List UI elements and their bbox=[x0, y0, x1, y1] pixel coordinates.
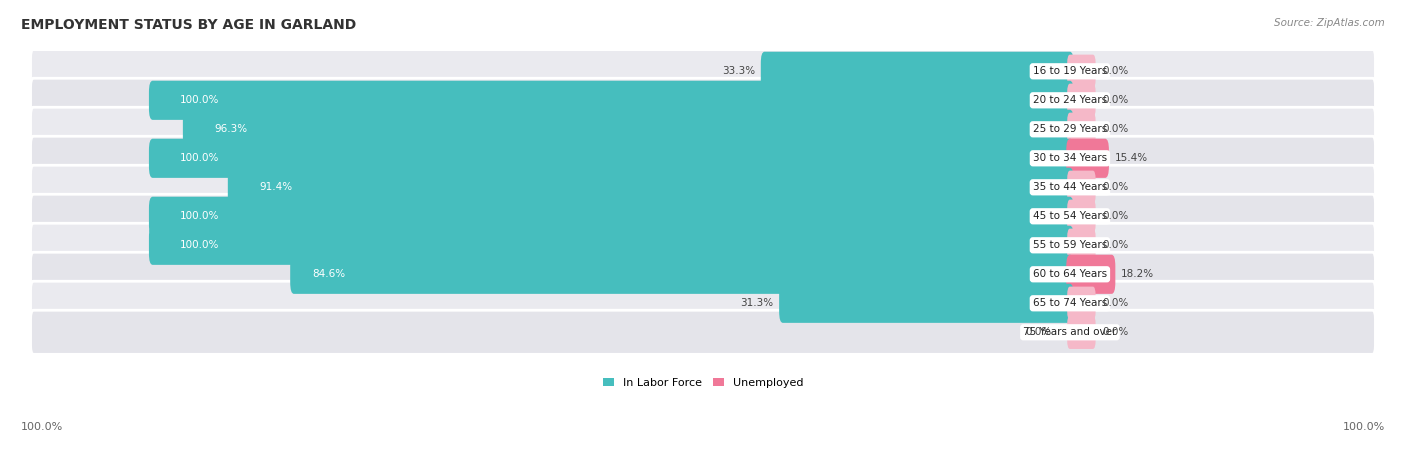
FancyBboxPatch shape bbox=[31, 281, 1375, 325]
FancyBboxPatch shape bbox=[149, 226, 1074, 265]
FancyBboxPatch shape bbox=[1067, 315, 1095, 349]
FancyBboxPatch shape bbox=[149, 81, 1074, 120]
FancyBboxPatch shape bbox=[31, 136, 1375, 180]
Text: 20 to 24 Years: 20 to 24 Years bbox=[1033, 95, 1107, 105]
Text: 100.0%: 100.0% bbox=[180, 212, 219, 221]
Text: 0.0%: 0.0% bbox=[1102, 95, 1128, 105]
FancyBboxPatch shape bbox=[1067, 200, 1095, 233]
Text: 0.0%: 0.0% bbox=[1102, 182, 1128, 192]
FancyBboxPatch shape bbox=[31, 78, 1375, 122]
Text: 55 to 59 Years: 55 to 59 Years bbox=[1033, 240, 1107, 250]
Text: 30 to 34 Years: 30 to 34 Years bbox=[1033, 153, 1107, 163]
Text: 84.6%: 84.6% bbox=[312, 269, 346, 279]
FancyBboxPatch shape bbox=[1067, 171, 1095, 204]
Text: 0.0%: 0.0% bbox=[1102, 212, 1128, 221]
Text: 45 to 54 Years: 45 to 54 Years bbox=[1033, 212, 1107, 221]
Text: 0.0%: 0.0% bbox=[1102, 298, 1128, 308]
Text: 31.3%: 31.3% bbox=[741, 298, 773, 308]
FancyBboxPatch shape bbox=[1066, 139, 1109, 178]
FancyBboxPatch shape bbox=[1066, 255, 1115, 294]
FancyBboxPatch shape bbox=[761, 52, 1074, 91]
Text: 15.4%: 15.4% bbox=[1115, 153, 1147, 163]
FancyBboxPatch shape bbox=[31, 223, 1375, 267]
FancyBboxPatch shape bbox=[31, 310, 1375, 354]
FancyBboxPatch shape bbox=[31, 49, 1375, 93]
FancyBboxPatch shape bbox=[1067, 54, 1095, 88]
Text: 91.4%: 91.4% bbox=[259, 182, 292, 192]
Text: 60 to 64 Years: 60 to 64 Years bbox=[1033, 269, 1107, 279]
FancyBboxPatch shape bbox=[31, 107, 1375, 151]
Text: 100.0%: 100.0% bbox=[180, 240, 219, 250]
Text: 0.0%: 0.0% bbox=[1102, 66, 1128, 76]
Text: 0.0%: 0.0% bbox=[1102, 327, 1128, 338]
Text: 100.0%: 100.0% bbox=[180, 95, 219, 105]
Text: EMPLOYMENT STATUS BY AGE IN GARLAND: EMPLOYMENT STATUS BY AGE IN GARLAND bbox=[21, 18, 356, 32]
Text: 75 Years and over: 75 Years and over bbox=[1024, 327, 1116, 338]
Text: 100.0%: 100.0% bbox=[21, 422, 63, 432]
Text: 0.0%: 0.0% bbox=[1102, 240, 1128, 250]
Legend: In Labor Force, Unemployed: In Labor Force, Unemployed bbox=[598, 373, 808, 392]
Text: 100.0%: 100.0% bbox=[180, 153, 219, 163]
FancyBboxPatch shape bbox=[31, 165, 1375, 209]
Text: 18.2%: 18.2% bbox=[1121, 269, 1154, 279]
Text: 96.3%: 96.3% bbox=[214, 124, 247, 134]
FancyBboxPatch shape bbox=[228, 168, 1074, 207]
Text: 0.0%: 0.0% bbox=[1025, 327, 1052, 338]
FancyBboxPatch shape bbox=[779, 284, 1074, 323]
FancyBboxPatch shape bbox=[31, 252, 1375, 296]
FancyBboxPatch shape bbox=[1067, 84, 1095, 117]
Text: 16 to 19 Years: 16 to 19 Years bbox=[1033, 66, 1107, 76]
Text: 100.0%: 100.0% bbox=[1343, 422, 1385, 432]
FancyBboxPatch shape bbox=[1067, 112, 1095, 146]
FancyBboxPatch shape bbox=[290, 255, 1074, 294]
Text: 35 to 44 Years: 35 to 44 Years bbox=[1033, 182, 1107, 192]
Text: 0.0%: 0.0% bbox=[1102, 124, 1128, 134]
Text: Source: ZipAtlas.com: Source: ZipAtlas.com bbox=[1274, 18, 1385, 28]
FancyBboxPatch shape bbox=[149, 197, 1074, 236]
FancyBboxPatch shape bbox=[149, 139, 1074, 178]
Text: 25 to 29 Years: 25 to 29 Years bbox=[1033, 124, 1107, 134]
FancyBboxPatch shape bbox=[31, 194, 1375, 239]
FancyBboxPatch shape bbox=[183, 110, 1074, 149]
Text: 65 to 74 Years: 65 to 74 Years bbox=[1033, 298, 1107, 308]
Text: 33.3%: 33.3% bbox=[723, 66, 755, 76]
FancyBboxPatch shape bbox=[1067, 287, 1095, 320]
FancyBboxPatch shape bbox=[1067, 229, 1095, 262]
